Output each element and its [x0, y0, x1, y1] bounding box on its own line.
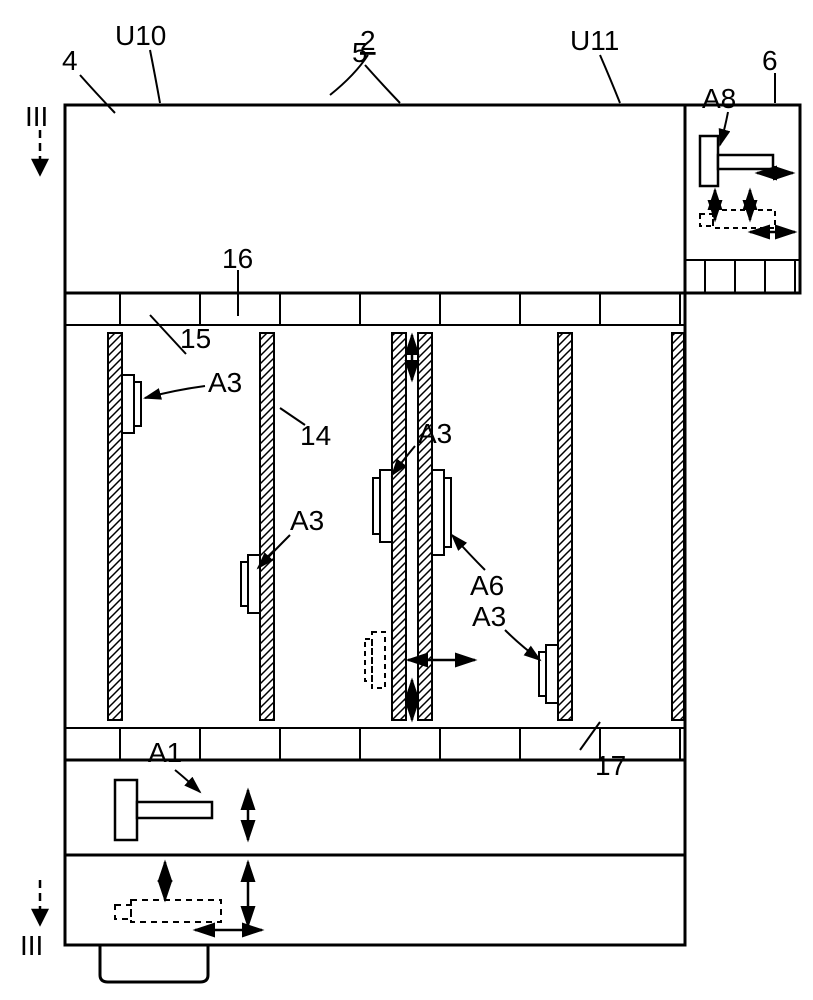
carriage-ghost: [365, 632, 385, 688]
label-A3-4: A3: [472, 601, 506, 632]
label-A3-1: A3: [208, 367, 242, 398]
label-A6: A6: [470, 570, 504, 601]
label-5: 5: [352, 37, 368, 68]
label-III-left: III: [25, 101, 48, 132]
label-U10: U10: [115, 20, 166, 51]
label-III-right: III: [20, 930, 43, 961]
label-4: 4: [62, 45, 78, 76]
label-14: 14: [300, 420, 331, 451]
label-U11: U11: [570, 25, 619, 56]
label-15: 15: [180, 323, 211, 354]
carriages: [122, 375, 558, 703]
label-16: 16: [222, 243, 253, 274]
arm-a1-ghost: [115, 900, 221, 922]
arm-a8: [700, 136, 773, 186]
plates: [108, 333, 684, 720]
technical-diagram: 2 4 5 6 III III U10 U11 A1 A8 A3 A3 A3 A…: [0, 0, 813, 1000]
arm-a8-ghost: [700, 210, 775, 228]
box-6: [685, 105, 800, 293]
slats-6: [705, 260, 795, 293]
section-markers: [33, 130, 47, 924]
label-A8: A8: [702, 83, 736, 114]
label-6: 6: [762, 45, 778, 76]
label-17: 17: [595, 750, 626, 781]
bottom-nub: [100, 945, 208, 982]
label-A3-3: A3: [418, 418, 452, 449]
slats-u11: [120, 293, 680, 325]
label-A3-2: A3: [290, 505, 324, 536]
label-A1: A1: [148, 737, 182, 768]
